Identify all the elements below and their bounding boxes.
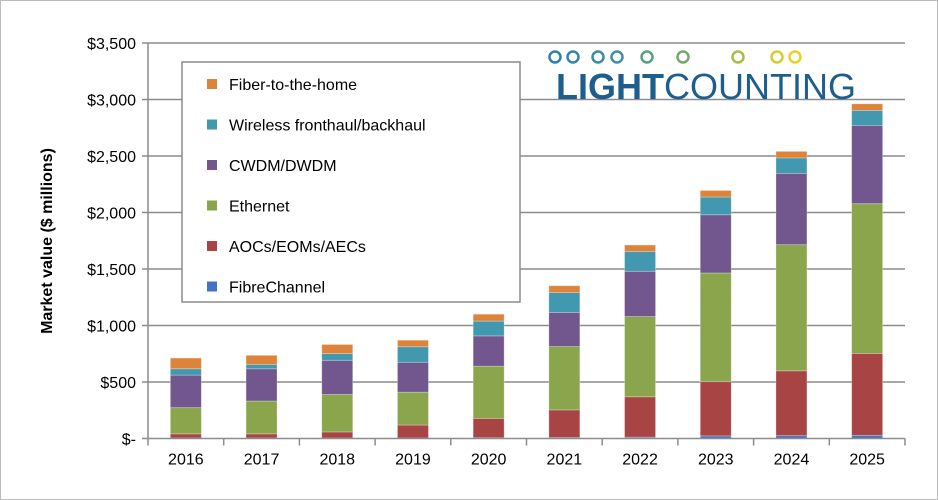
y-tick-label: $- [122, 432, 136, 449]
y-tick-label: $3,500 [87, 36, 136, 53]
bar-segment [169, 368, 202, 376]
bar-segment [169, 374, 202, 409]
legend-swatch [207, 200, 217, 211]
bar-segment [699, 196, 732, 216]
bar-segment [851, 103, 884, 111]
y-tick-label: $2,500 [87, 149, 136, 166]
bar-segment [851, 353, 884, 436]
bar-segment [245, 368, 278, 402]
bar-segment [472, 320, 505, 337]
bar-segment [472, 365, 505, 419]
x-tick-label: 2017 [244, 452, 280, 469]
x-tick-label: 2022 [622, 452, 658, 469]
x-tick-label: 2024 [774, 452, 810, 469]
bars [169, 103, 884, 439]
x-tick-label: 2025 [849, 452, 885, 469]
bar-segment [472, 418, 505, 438]
bar-segment [548, 292, 581, 313]
bar-segment [548, 346, 581, 411]
legend-swatch [207, 79, 217, 89]
legend-swatch [207, 281, 217, 292]
logo-node [610, 50, 624, 64]
bar-segment [624, 316, 656, 398]
bar-segment [624, 396, 656, 438]
logo-node [640, 50, 654, 64]
bar-segment [397, 346, 429, 363]
bar-segment [624, 244, 656, 252]
bar-segment [624, 251, 656, 272]
y-tick-label: $1,000 [87, 319, 136, 336]
logo-node [591, 50, 605, 64]
bar-segment [699, 272, 732, 383]
y-tick-label: $3,000 [87, 93, 136, 110]
bar-segment [699, 190, 732, 198]
bar-segment [321, 431, 354, 439]
bar-segment [169, 407, 202, 435]
legend-label: Ethernet [229, 199, 290, 216]
bar-segment [548, 311, 581, 347]
axes: $- $500 $1,000 $1,500 $2,000 $2,500 $3,000 $3,5… [87, 36, 906, 469]
y-tick-label: $500 [100, 375, 136, 392]
bar-segment [321, 353, 354, 361]
bar-segment [321, 359, 354, 395]
legend-label: CWDM/DWDM [229, 158, 337, 175]
legend-label: Fiber-to-the-home [229, 77, 357, 94]
bar-segment [472, 313, 505, 322]
bar-segment [397, 361, 429, 393]
bar-segment [321, 394, 354, 433]
logo-node [770, 50, 784, 64]
bar-segment [775, 370, 808, 437]
bar-segment [397, 339, 429, 348]
bar-segment [699, 214, 732, 274]
legend-swatch [207, 119, 217, 130]
bar-segment [775, 244, 808, 372]
logo-node [788, 50, 802, 64]
bar-segment [321, 344, 354, 355]
bar-segment [624, 270, 656, 317]
bar-segment [245, 433, 278, 439]
x-tick-label: 2019 [395, 452, 431, 469]
legend-label: Wireless fronthaul/backhaul [229, 118, 426, 135]
legend: Fiber-to-the-home Wireless fronthaul/back… [181, 61, 521, 303]
y-axis-label: Market value ($ millions) [39, 148, 56, 334]
logo-node [548, 50, 562, 64]
x-tick-label: 2018 [319, 452, 355, 469]
x-tick-label: 2020 [471, 452, 507, 469]
bar-segment [851, 203, 884, 354]
bar-segment [851, 125, 884, 205]
bar-segment [169, 433, 202, 439]
bar-segment [851, 109, 884, 126]
bar-segment [245, 354, 278, 365]
logo-node [566, 50, 580, 64]
logo-node [676, 50, 690, 64]
bar-segment [548, 285, 581, 294]
bar-segment [245, 400, 278, 435]
bar-segment [245, 364, 278, 370]
x-tick-label: 2016 [168, 452, 204, 469]
bar-segment [397, 424, 429, 439]
legend-swatch [207, 241, 217, 251]
lightcounting-logo: LIGHTCOUNTING [543, 50, 856, 107]
bar-segment [548, 409, 581, 438]
legend-label: FibreChannel [229, 280, 325, 297]
bar-segment [775, 157, 808, 174]
bar-segment [169, 357, 202, 370]
logo-node [731, 50, 745, 64]
bar-segment [775, 150, 808, 159]
legend-swatch [207, 160, 217, 170]
y-tick-label: $1,500 [87, 262, 136, 279]
bar-segment [397, 391, 429, 426]
x-tick-label: 2023 [698, 452, 734, 469]
legend-box [181, 61, 521, 303]
x-tick-label: 2021 [547, 452, 583, 469]
bar-segment [472, 335, 505, 367]
logo-text: LIGHTCOUNTING [556, 66, 856, 107]
y-tick-label: $2,000 [87, 206, 136, 223]
bar-segment [775, 173, 808, 246]
bar-segment [699, 381, 732, 437]
legend-label: AOCs/EOMs/AECs [229, 239, 366, 256]
